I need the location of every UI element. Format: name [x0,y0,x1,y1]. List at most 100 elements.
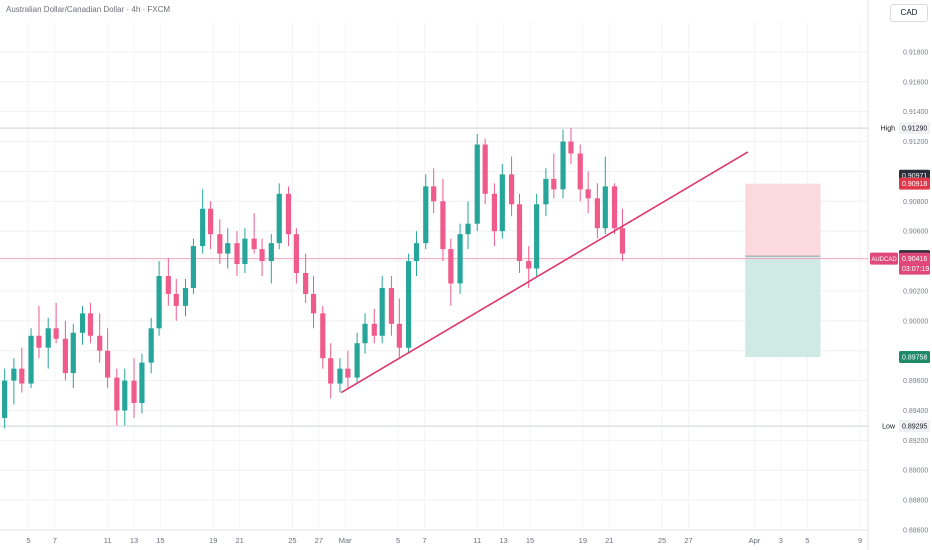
candle-body [114,377,120,411]
candle-body [303,273,309,294]
candle [362,313,368,354]
candle [156,261,162,336]
candle [276,183,282,250]
candle-body [577,153,583,190]
candle [173,278,179,321]
candle [200,189,206,254]
candle-body [70,332,76,374]
candle [440,178,446,262]
candle-body [53,328,59,339]
time-tick-label: 7 [422,536,426,545]
candle [217,219,223,265]
symbol-pill [870,252,898,265]
candle [431,168,437,214]
candle [320,305,326,369]
candle [423,174,429,250]
candle-body [354,343,360,378]
candle-body [139,362,145,403]
candle [551,153,557,199]
candle-body [36,335,42,348]
high-tag-pill [899,122,930,135]
candle-body [45,328,51,348]
time-tick-label: 5 [26,536,30,545]
time-tick-label: 15 [156,536,164,545]
candle [139,353,145,414]
low-tag-pill [899,420,930,433]
price-tick-label: 0.90600 [903,229,928,236]
candle-body [217,234,223,254]
candle [611,183,618,235]
candle [303,253,309,303]
candle-body [234,243,240,265]
candle-body [448,249,454,284]
price-tick-label: 0.91400 [903,109,928,116]
candle-body [97,335,103,351]
candle [474,134,480,232]
candle-body [225,243,231,254]
candle [148,317,154,374]
candle [413,231,420,276]
candle-body [345,368,351,378]
candle [405,253,412,354]
candle [293,228,299,284]
time-tick-label: 7 [53,536,57,545]
high-tag-label: High [881,126,896,133]
time-tick-label: 27 [315,536,323,545]
time-tick-label: Mar [339,536,352,545]
high-tag: High 0.91290 [881,122,930,135]
time-tick-label: 19 [209,536,217,545]
candle [560,129,566,199]
candle [225,228,231,269]
candle [11,358,17,405]
time-tick-label: Apr [749,536,761,545]
candle-body [619,228,626,254]
time-tick-label: 21 [235,536,243,545]
candle-body [2,380,8,418]
price-tick-label: 0.91200 [903,139,928,146]
price-tick-label: 0.91800 [903,49,928,56]
candle [285,186,292,247]
candle-body [568,141,574,154]
current-price-value: 0.90416 [902,256,927,263]
time-tick-label: 13 [499,536,507,545]
candle [568,128,574,164]
candle-body [560,141,566,190]
candle [207,201,214,250]
candle-body [611,186,618,229]
current-price-pill [899,252,930,275]
candle [499,163,505,239]
candle [508,156,515,217]
trendline [340,151,749,394]
candle-body [551,178,557,190]
candle-body [516,204,523,262]
price-tag-pill [899,350,930,363]
candle [379,276,385,344]
candle-body [19,368,25,384]
candle-body [526,261,532,269]
price-tick-label: 0.90200 [903,288,928,295]
high-tag-value: 0.91290 [902,126,927,133]
price-tag: 0.89758 [899,350,930,363]
candle [79,305,86,345]
candle-body [371,323,377,336]
price-tag-value: 0.90971 [902,173,927,180]
price-tick-label: 0.89400 [903,408,928,415]
time-tick-label: 11 [473,536,481,545]
time-tick-label: 21 [605,536,613,545]
time-tick-label: 27 [684,536,692,545]
candle [345,350,351,389]
candle-body [79,313,86,333]
candle-body [28,335,34,384]
candle-body [594,198,600,229]
candles [2,128,626,429]
time-tick-label: 25 [658,536,666,545]
currency-button[interactable]: CAD [890,4,928,22]
price-tick-label: 0.90000 [903,318,928,325]
candle-body [465,223,471,235]
price-tick-label: 0.88800 [903,498,928,505]
candle-body [482,144,488,194]
candle-body [457,234,463,284]
candle-body [440,201,446,250]
candle [234,231,240,276]
